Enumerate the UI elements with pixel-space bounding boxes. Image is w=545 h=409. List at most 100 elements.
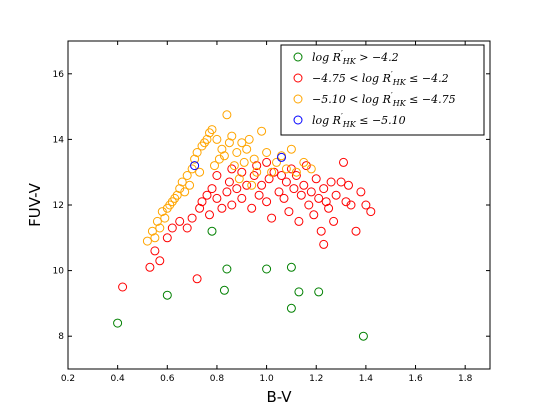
x-tick-label: 1.8 — [458, 374, 473, 384]
data-point — [212, 171, 222, 180]
data-point — [212, 193, 222, 203]
data-point — [182, 223, 192, 233]
x-tick-label: 1.4 — [359, 374, 374, 384]
legend-marker — [293, 52, 303, 62]
data-point — [190, 154, 200, 164]
data-point — [177, 177, 187, 187]
data-point — [242, 180, 252, 190]
data-point — [219, 151, 229, 161]
data-point — [358, 331, 368, 341]
data-point — [262, 148, 272, 157]
data-point — [207, 184, 217, 194]
data-point — [281, 164, 291, 174]
legend-entry-label: −5.10 < log R′HK ≤ −4.75 — [312, 91, 456, 108]
data-point — [207, 125, 217, 135]
data-point — [165, 200, 175, 210]
data-point — [234, 174, 244, 184]
data-point — [229, 161, 239, 171]
data-point — [205, 210, 214, 220]
data-point — [299, 157, 309, 167]
data-point — [205, 128, 214, 138]
data-point — [341, 197, 351, 207]
data-point — [284, 207, 294, 217]
data-point — [257, 126, 267, 136]
legend-entry-label: log R′HK ≤ −5.10 — [312, 112, 406, 129]
legend-box — [280, 44, 485, 136]
data-point — [269, 167, 279, 177]
y-tick-label: 10 — [53, 267, 65, 277]
data-point — [142, 236, 152, 246]
data-point — [306, 164, 316, 174]
data-point — [351, 226, 361, 236]
data-point — [217, 144, 227, 154]
legend-marker — [293, 94, 303, 104]
data-point — [155, 223, 165, 233]
data-point — [254, 190, 264, 200]
data-point — [314, 287, 324, 297]
data-point — [277, 152, 286, 162]
data-point — [331, 190, 341, 200]
data-point — [296, 190, 306, 200]
data-point — [207, 226, 217, 236]
data-point — [299, 180, 309, 190]
data-point — [286, 303, 296, 313]
data-point — [145, 262, 155, 272]
data-point — [267, 167, 277, 177]
data-point — [157, 207, 167, 217]
data-point — [279, 193, 289, 203]
data-point — [192, 274, 202, 284]
data-point — [167, 223, 177, 233]
data-point — [262, 157, 272, 167]
data-point — [224, 177, 234, 187]
data-point — [113, 318, 123, 328]
data-point — [294, 216, 304, 226]
data-point — [286, 144, 296, 154]
data-point — [202, 134, 212, 144]
data-point — [237, 167, 247, 177]
x-tick-label: 0.4 — [110, 374, 125, 384]
data-point — [244, 134, 254, 144]
data-point — [252, 167, 262, 177]
data-point — [180, 187, 190, 197]
legend-entry-label: log R′HK > −4.2 — [312, 49, 399, 66]
data-point — [175, 184, 185, 194]
data-point — [346, 200, 356, 210]
data-point — [185, 180, 195, 190]
x-tick-label: 0.6 — [160, 374, 175, 384]
data-point — [277, 171, 286, 180]
data-point — [329, 216, 339, 226]
data-point — [152, 216, 162, 226]
data-point — [306, 187, 316, 197]
data-point — [316, 226, 326, 236]
data-point — [237, 193, 247, 203]
x-tick-label: 0.2 — [61, 374, 75, 384]
data-point — [219, 285, 229, 295]
data-point — [162, 233, 172, 243]
data-point — [319, 184, 329, 194]
legend-entry-label: −4.75 < log R′HK ≤ −4.2 — [312, 70, 449, 87]
axis-ticks: 0.2 0.4 0.6 0.8 1.0 1.2 1.4 1.6 1.8 8 10 12 14 16 — [53, 41, 490, 384]
data-point — [155, 256, 165, 266]
data-point — [172, 190, 182, 200]
data-point — [162, 290, 172, 300]
data-point — [187, 213, 197, 223]
data-point — [366, 207, 376, 217]
x-tick-label: 0.8 — [210, 374, 225, 384]
data-point — [170, 193, 180, 203]
legend-marker — [293, 115, 303, 125]
data-point — [344, 180, 353, 190]
data-point — [262, 264, 272, 274]
data-point — [182, 171, 192, 180]
data-point — [239, 157, 249, 167]
legend: log R′HK > −4.2 −4.75 < log R′HK ≤ −4.2 −5… — [280, 44, 485, 136]
y-tick-label: 16 — [53, 70, 65, 80]
chart-marks — [113, 110, 376, 341]
data-point — [192, 148, 202, 157]
y-tick-label: 8 — [58, 332, 64, 342]
data-point — [249, 154, 259, 164]
x-tick-label: 1.0 — [259, 374, 274, 384]
data-point — [175, 216, 185, 226]
data-point — [311, 174, 321, 184]
data-point — [195, 167, 205, 177]
